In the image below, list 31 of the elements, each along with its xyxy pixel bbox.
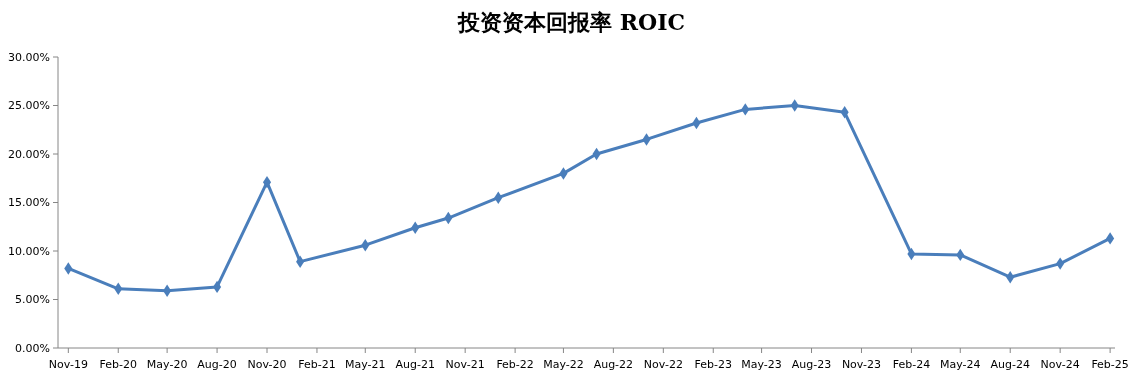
- x-tick-label: Nov-22: [643, 358, 683, 371]
- point: [262, 175, 272, 189]
- y-tick-label: 0.00%: [15, 341, 50, 355]
- x-tick-label: Nov-20: [247, 358, 287, 371]
- x-tick-label: Feb-24: [892, 358, 931, 371]
- x-tick-label: Aug-22: [593, 358, 634, 371]
- x-tick-label: Feb-21: [298, 358, 336, 371]
- x-tick-label: May-21: [345, 358, 386, 371]
- x-tick-label: Aug-23: [791, 358, 832, 371]
- x-tick-label: Nov-21: [445, 358, 485, 371]
- x-tick-label: Nov-23: [841, 358, 882, 371]
- y-tick-label: 10.00%: [8, 244, 50, 258]
- x-tick-label: Nov-19: [48, 358, 88, 371]
- x-tick-label: May-20: [146, 358, 188, 371]
- x-tick-label: Aug-24: [990, 358, 1030, 371]
- x-tick-label: May-22: [543, 358, 584, 371]
- x-tick-label: Aug-20: [197, 358, 237, 371]
- x-tick-label: Feb-25: [1091, 358, 1129, 371]
- x-tick-label: Feb-22: [496, 358, 534, 371]
- y-tick-label: 25.00%: [8, 99, 50, 113]
- y-tick-label: 20.00%: [8, 147, 50, 161]
- x-tick-label: May-24: [940, 358, 981, 371]
- chart-title: 投资资本回报率 ROIC: [457, 9, 685, 35]
- x-tick-label: Feb-20: [99, 358, 137, 371]
- y-tick-label: 5.00%: [15, 293, 50, 307]
- x-tick-label: Nov-24: [1040, 358, 1080, 371]
- y-tick-label: 15.00%: [8, 196, 50, 210]
- y-tick-label: 30.00%: [8, 50, 50, 64]
- x-tick-label: May-23: [741, 358, 782, 371]
- x-tick-label: Feb-23: [694, 358, 732, 371]
- x-tick-label: Aug-21: [395, 358, 435, 371]
